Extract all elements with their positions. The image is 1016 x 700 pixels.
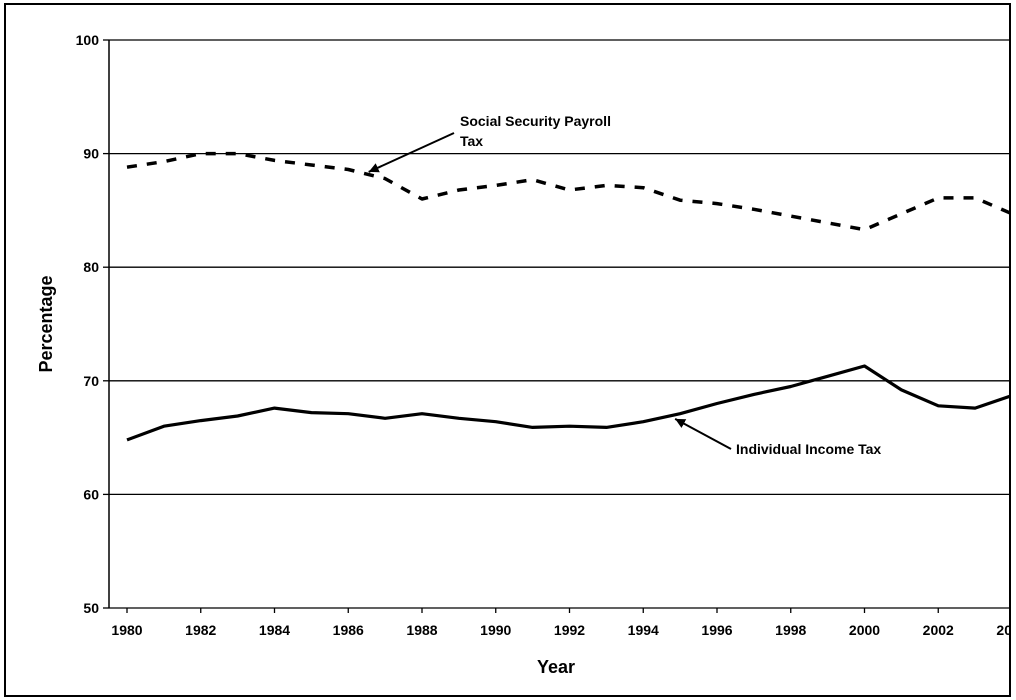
gridlines xyxy=(109,39,1009,609)
y-tick-label-90: 90 xyxy=(83,146,99,162)
x-tick-label-1986: 1986 xyxy=(333,622,364,638)
axes: 50 60 70 80 90 100 1980 1982 1984 1986 1988 1990 199… xyxy=(36,32,1009,677)
y-axis-title: Percentage xyxy=(36,275,56,372)
series-line-social-security-payroll-tax xyxy=(126,151,1009,232)
y-tick-label-50: 50 xyxy=(83,600,99,616)
annotations: Social Security Payroll Tax Individual Inc… xyxy=(368,113,881,457)
x-tick-label-1990: 1990 xyxy=(480,622,511,638)
x-tick-label-1980: 1980 xyxy=(111,622,142,638)
y-tick-label-80: 80 xyxy=(83,259,99,275)
x-tick-label-2002: 2002 xyxy=(923,622,954,638)
y-tick-label-100: 100 xyxy=(76,32,100,48)
y-tick-label-60: 60 xyxy=(83,486,99,502)
x-tick-label-1994: 1994 xyxy=(628,622,659,638)
x-tick-label-1996: 1996 xyxy=(701,622,732,638)
x-tick-label-1984: 1984 xyxy=(259,622,290,638)
annotation-arrow-social-security xyxy=(368,132,455,173)
annotation-individual-income-tax: Individual Income Tax xyxy=(736,441,881,457)
annotation-social-security: Social Security Payroll Tax xyxy=(460,113,611,149)
x-tick-label-1988: 1988 xyxy=(406,622,437,638)
x-tick-label-2004: 2004 xyxy=(996,622,1009,638)
annotation-arrow-individual-income-tax xyxy=(674,417,732,450)
x-tick-label-2000: 2000 xyxy=(849,622,880,638)
annotation-social-security-line-0: Social Security Payroll xyxy=(460,113,611,129)
series-line-individual-income-tax xyxy=(126,364,1009,442)
y-tick-label-70: 70 xyxy=(83,373,99,389)
x-axis-title: Year xyxy=(537,657,575,677)
series-lines xyxy=(126,151,1009,442)
x-tick-label-1992: 1992 xyxy=(554,622,585,638)
x-tick-label-1998: 1998 xyxy=(775,622,806,638)
line-chart: 50 60 70 80 90 100 1980 1982 1984 1986 1988 1990 199… xyxy=(36,32,1009,677)
x-tick-label-1982: 1982 xyxy=(185,622,216,638)
annotation-social-security-line-1: Tax xyxy=(460,133,483,149)
chart-frame: 50 60 70 80 90 100 1980 1982 1984 1986 1988 1990 199… xyxy=(4,3,1011,697)
